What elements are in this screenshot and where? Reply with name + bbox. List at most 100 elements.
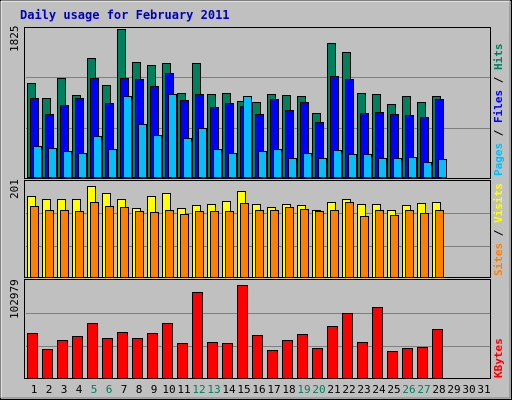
day-label-19: 19 — [297, 383, 310, 396]
kbytes-legend: KBytes — [492, 338, 505, 378]
bar-sites-day-23 — [360, 216, 369, 278]
bar-pages-day-21 — [333, 150, 342, 178]
bar-sites-day-26 — [405, 210, 414, 278]
bar-pages-day-14 — [228, 153, 237, 178]
bar-sites-day-9 — [150, 212, 159, 278]
bar-sites-day-15 — [240, 203, 249, 278]
bar-pages-day-9 — [153, 135, 162, 178]
bar-kbytes-day-13 — [207, 342, 218, 379]
day-label-8: 8 — [136, 383, 143, 396]
day-label-24: 24 — [372, 383, 386, 396]
bar-pages-day-6 — [108, 149, 117, 178]
day-label-30: 30 — [462, 383, 475, 396]
bar-pages-day-13 — [213, 149, 222, 178]
bar-sites-day-12 — [195, 211, 204, 278]
bar-sites-day-19 — [300, 209, 309, 278]
day-label-26: 26 — [402, 383, 415, 396]
bar-pages-day-23 — [363, 154, 372, 178]
bar-kbytes-day-4 — [72, 336, 83, 379]
legend-label: Sites — [492, 243, 505, 276]
day-label-18: 18 — [282, 383, 295, 396]
bar-sites-day-22 — [345, 202, 354, 278]
day-axis: 1 2 3 4 5 6 7 8 9 10 11 12 13 14 15 16 17 18 19 20 21 22 23 24 2… — [31, 383, 491, 396]
day-label-11: 11 — [177, 383, 190, 396]
bar-kbytes-day-28 — [432, 329, 443, 379]
day-label-1: 1 — [31, 383, 38, 396]
bar-layer — [27, 29, 447, 379]
legend-label: / — [492, 223, 505, 243]
bar-sites-day-3 — [60, 210, 69, 278]
day-label-27: 27 — [417, 383, 430, 396]
bar-pages-day-1 — [33, 146, 42, 178]
day-label-29: 29 — [447, 383, 460, 396]
bar-sites-day-24 — [375, 210, 384, 278]
bar-pages-day-17 — [273, 149, 282, 178]
bar-kbytes-day-8 — [132, 338, 143, 379]
bar-kbytes-day-14 — [222, 343, 233, 379]
legend-label: Hits — [492, 44, 505, 71]
day-label-3: 3 — [61, 383, 68, 396]
kbytes-ymax-label: 102979 — [8, 279, 21, 319]
bar-pages-day-15 — [243, 96, 252, 178]
bar-sites-day-13 — [210, 211, 219, 278]
bar-kbytes-day-25 — [387, 351, 398, 379]
requests-legend: Pages / Files / Hits — [492, 44, 505, 177]
day-label-16: 16 — [252, 383, 265, 396]
bar-pages-day-11 — [183, 138, 192, 178]
bar-pages-day-28 — [438, 159, 447, 178]
bar-sites-day-21 — [330, 210, 339, 278]
bar-kbytes-day-5 — [87, 323, 98, 379]
series-legend-text: Sites / Visits — [492, 183, 505, 276]
bar-sites-day-4 — [75, 211, 84, 278]
bar-pages-day-5 — [93, 136, 102, 178]
bar-pages-day-7 — [123, 96, 132, 178]
legend-label: / — [492, 123, 505, 143]
bar-sites-day-16 — [255, 210, 264, 278]
bar-pages-day-3 — [63, 151, 72, 178]
day-label-9: 9 — [151, 383, 158, 396]
legend-label: Visits — [492, 183, 505, 223]
day-label-13: 13 — [207, 383, 220, 396]
bar-pages-day-10 — [168, 94, 177, 178]
bar-sites-day-17 — [270, 210, 279, 278]
bar-pages-day-26 — [408, 157, 417, 178]
bar-pages-day-18 — [288, 158, 297, 178]
bar-kbytes-day-2 — [42, 349, 53, 379]
legend-label: Pages — [492, 143, 505, 176]
bar-kbytes-day-21 — [327, 326, 338, 379]
day-label-31: 31 — [477, 383, 490, 396]
visitors-legend: Sites / Visits — [492, 183, 505, 276]
legend-label: Files — [492, 90, 505, 123]
series-legend-text: Pages / Files / Hits — [492, 44, 505, 177]
bar-kbytes-day-6 — [102, 338, 113, 379]
bar-kbytes-day-12 — [192, 292, 203, 379]
day-label-15: 15 — [237, 383, 250, 396]
bar-kbytes-day-11 — [177, 343, 188, 379]
day-label-6: 6 — [106, 383, 113, 396]
day-label-14: 14 — [222, 383, 236, 396]
bar-kbytes-day-24 — [372, 307, 383, 379]
bar-pages-day-4 — [78, 153, 87, 178]
bar-sites-day-27 — [420, 213, 429, 278]
bar-kbytes-day-9 — [147, 333, 158, 379]
bar-sites-day-1 — [30, 206, 39, 278]
bar-kbytes-day-27 — [417, 347, 428, 379]
bar-pages-day-22 — [348, 154, 357, 178]
bar-kbytes-day-18 — [282, 340, 293, 379]
bar-pages-day-24 — [378, 158, 387, 178]
bar-pages-day-27 — [423, 162, 432, 178]
bar-sites-day-6 — [105, 206, 114, 278]
requests-ymax-label: 1825 — [8, 26, 21, 53]
bar-pages-day-16 — [258, 151, 267, 178]
bar-kbytes-day-23 — [357, 342, 368, 379]
bar-sites-day-20 — [315, 211, 324, 278]
legend-label: / — [492, 70, 505, 90]
day-label-17: 17 — [267, 383, 280, 396]
bar-sites-day-10 — [165, 210, 174, 278]
chart-title: Daily usage for February 2011 — [20, 8, 230, 22]
day-label-7: 7 — [121, 383, 128, 396]
day-label-25: 25 — [387, 383, 400, 396]
bar-sites-day-18 — [285, 207, 294, 278]
bar-pages-day-2 — [48, 148, 57, 178]
